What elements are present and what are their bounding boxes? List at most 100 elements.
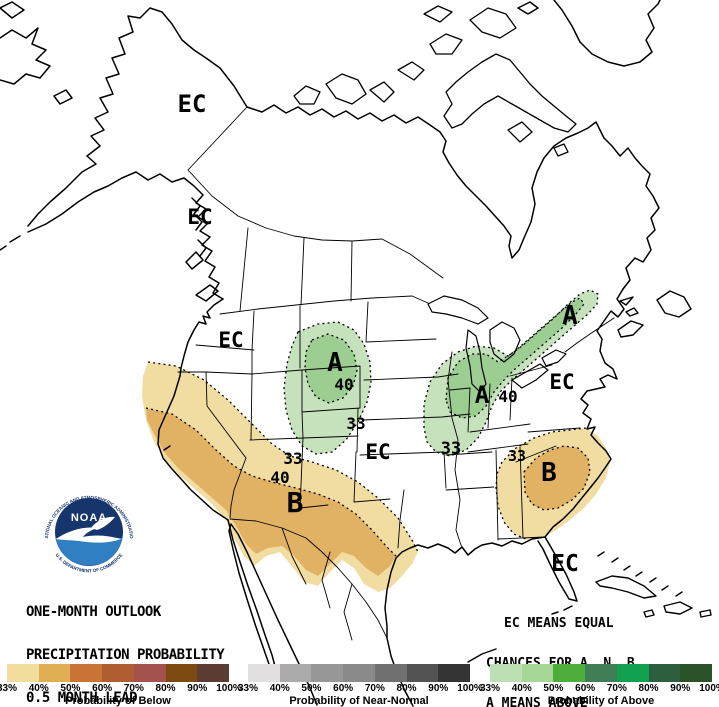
- colorbar-tick-label: 80%: [396, 683, 417, 694]
- colorbar-near-normal-seg-6: [438, 664, 471, 682]
- colorbar-above-ticks: 33% 40% 50% 60% 70% 80% 90% 100%: [480, 682, 719, 694]
- colorbar-tick-label: 70%: [606, 683, 627, 694]
- colorbar-below-seg-4: [133, 664, 166, 682]
- title-line-outlook: ONE-MONTH OUTLOOK: [26, 604, 161, 621]
- contour-40-southeast: [523, 445, 591, 511]
- colorbar-near-normal-seg-1: [279, 664, 312, 682]
- colorbar-tick-label: 40%: [28, 683, 49, 694]
- map-label-ec-alaska: EC: [178, 90, 207, 118]
- below-region-southeast-inner: [524, 446, 590, 510]
- colorbar-above-seg-0: [490, 664, 522, 682]
- map-label-ec-northwest: EC: [218, 328, 243, 352]
- russia-coastline: [0, 1, 73, 105]
- us-canada-border: [219, 295, 429, 315]
- colorbar-above-seg-3: [585, 664, 617, 682]
- colorbar-near-normal-seg-3: [343, 664, 375, 682]
- title-block: ONE-MONTH OUTLOOK PRECIPITATION PROBABIL…: [26, 577, 225, 707]
- colorbar-below-seg-1: [38, 664, 71, 682]
- noaa-logo: NATIONAL OCEANIC AND ATMOSPHERIC ADMINIS…: [39, 482, 139, 582]
- colorbar-near-normal-caption: Probability of Near-Normal: [289, 695, 429, 707]
- colorbar-tick-label: 90%: [187, 683, 208, 694]
- colorbar-below-seg-0: [7, 664, 39, 682]
- map-label-ec-florida: EC: [551, 551, 579, 577]
- colorbar-above-swatches: [490, 664, 713, 682]
- above-region-midwest-northeast-inner: [446, 298, 584, 418]
- colorbar-below-seg-6: [197, 664, 230, 682]
- map-label-num-33-southwest: 33: [283, 449, 302, 468]
- colorbar-tick-label: 50%: [301, 683, 322, 694]
- colorbar-near-normal: 33% 40% 50% 60% 70% 80% 90% 100% Probability of …: [238, 664, 483, 707]
- colorbar-tick-label: 70%: [364, 683, 385, 694]
- canada-borders: [187, 106, 444, 312]
- contour-33-midwest: [423, 289, 599, 457]
- colorbar-tick-label: 100%: [699, 683, 719, 694]
- map-label-num-33-southeast: 33: [508, 447, 526, 465]
- arctic-islands: [293, 5, 577, 157]
- colorbar-below-seg-2: [70, 664, 103, 682]
- contour-40-midwest: [445, 297, 585, 419]
- arctic-coastline: [246, 104, 441, 133]
- map-label-num-33-midwest: 33: [441, 439, 461, 459]
- probability-contour-lines: [145, 289, 599, 557]
- map-label-num-40-southwest: 40: [270, 468, 289, 487]
- map-label-ec-central: EC: [365, 440, 390, 464]
- colorbar-near-normal-ticks: 33% 40% 50% 60% 70% 80% 90% 100%: [238, 682, 483, 694]
- map-label-b-southwest: B: [287, 486, 304, 519]
- colorbar-near-normal-seg-5: [406, 664, 439, 682]
- colorbar-tick-label: 90%: [428, 683, 449, 694]
- us-state-borders: [177, 301, 581, 549]
- colorbar-tick-label: 40%: [511, 683, 532, 694]
- contour-40-central: [304, 333, 358, 404]
- colorbar-tick-label: 33%: [479, 683, 501, 694]
- colorbar-tick-label: 50%: [60, 683, 81, 694]
- colorbar-tick-label: 60%: [333, 683, 354, 694]
- title-line-lead: 0.5 MONTH LEAD: [26, 689, 138, 706]
- map-label-a-northeast: A: [562, 301, 578, 331]
- colorbar-below-seg-3: [102, 664, 134, 682]
- colorbar-above: 33% 40% 50% 60% 70% 80% 90% 100% Probability of …: [480, 664, 719, 707]
- above-region-central-inner: [305, 334, 357, 403]
- labrador-hudson-bay-coastline: [439, 121, 660, 290]
- colorbar-tick-label: 33%: [0, 683, 18, 694]
- colorbar-above-seg-2: [553, 664, 586, 682]
- noaa-logo-sea: [55, 538, 123, 566]
- colorbar-below-seg-5: [165, 664, 198, 682]
- atlantic-canada-islands: [617, 290, 692, 338]
- colorbar-near-normal-seg-0: [248, 664, 280, 682]
- colorbar-tick-label: 70%: [123, 683, 144, 694]
- map-label-num-40-central: 40: [334, 375, 353, 394]
- great-lakes: [427, 295, 567, 393]
- caribbean-islands: [467, 551, 712, 663]
- contour-33-southwest: [147, 361, 419, 553]
- colorbar-above-seg-6: [680, 664, 713, 682]
- map-label-a-midwest: A: [475, 381, 490, 409]
- contour-40-southwest: [145, 407, 397, 557]
- pacific-coastline: [157, 251, 229, 521]
- colorbar-above-seg-1: [521, 664, 554, 682]
- contour-33-central: [283, 321, 372, 455]
- alaska-coastline: [0, 7, 248, 300]
- st-lawrence-river: [564, 317, 615, 353]
- colorbar-below-caption: Probability of Below: [65, 695, 171, 707]
- map-label-ec-panhandle: EC: [187, 205, 212, 229]
- legend-line-ec: EC MEANS EQUAL: [504, 616, 614, 632]
- colorbar-near-normal-seg-4: [374, 664, 407, 682]
- colorbar-tick-label: 33%: [237, 683, 259, 694]
- map-label-ec-midatlantic: EC: [549, 370, 574, 394]
- colorbar-above-caption: Probability of Above: [547, 695, 655, 707]
- below-region-southwest-inner: [146, 408, 396, 576]
- colorbar-near-normal-swatches: [248, 664, 471, 682]
- legend-line-a: A MEANS ABOVE: [486, 695, 588, 707]
- colorbar-above-seg-4: [616, 664, 649, 682]
- colorbar-above-seg-5: [648, 664, 681, 682]
- colorbar-near-normal-seg-2: [311, 664, 344, 682]
- noaa-gull-icon: [56, 516, 121, 543]
- colorbar-tick-label: 80%: [155, 683, 176, 694]
- us-mexico-border: [229, 518, 388, 639]
- colorbar-tick-label: 90%: [670, 683, 691, 694]
- colorbar-below-swatches: [7, 664, 230, 682]
- mexico-interior-lines: [281, 527, 353, 641]
